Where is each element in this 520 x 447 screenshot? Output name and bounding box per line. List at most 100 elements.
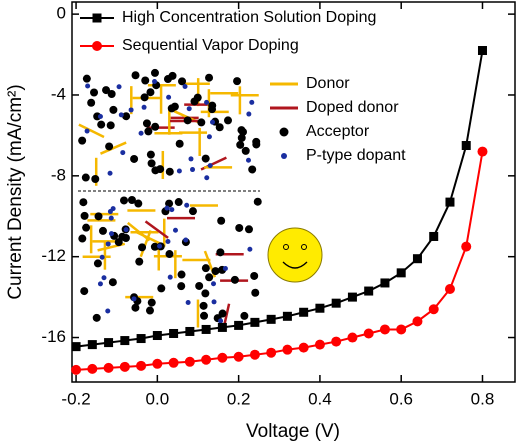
acceptor-dot [183,116,192,125]
dopant-dot [107,170,113,176]
acceptor-dot [165,250,174,259]
dopant-dot [182,84,188,90]
y-tick-label: -8 [51,165,66,184]
acceptor-dot [142,119,151,128]
acceptor-dot [174,198,183,207]
legend-swatch [279,127,289,137]
dopant-dot [207,163,213,169]
acceptor-dot [253,197,262,206]
acceptor-dot [167,104,176,113]
inset-legend-label: Doped donor [306,99,399,116]
marker [201,324,211,334]
x-tick-label: 0.0 [146,389,170,408]
stick [99,141,127,155]
acceptor-dot [131,303,140,312]
dopant-dot [164,205,170,211]
acceptor-dot [127,196,136,205]
dopant-dot [204,175,210,181]
plot-frame [71,1,516,383]
dopant-dot [101,275,107,281]
x-tick-label: 0.4 [308,389,332,408]
dopant-dot [128,107,134,113]
marker [234,320,244,330]
marker [87,363,98,374]
dopant-dot [184,202,190,208]
y-axis-label: Current Density (mA/cm²) [5,84,26,299]
x-tick-label: 0.2 [227,389,251,408]
dopant-dot [218,318,224,324]
acceptor-dot [199,301,208,310]
dopant-dot [152,78,158,84]
marker [379,324,390,335]
dopant-dot [246,111,252,117]
marker [184,356,195,367]
marker [136,360,147,371]
acceptor-dot [233,77,242,86]
marker [266,314,276,324]
dopant-dot [107,209,113,215]
marker [152,331,162,341]
marker [347,332,358,343]
marker [136,334,146,344]
dopant-dot [131,296,137,302]
acceptor-dot [121,234,130,243]
dopant-dot [84,128,90,134]
acceptor-dot [145,306,154,315]
acceptor-dot [93,259,102,268]
acceptor-dot [141,76,150,85]
marker [412,316,423,327]
x-tick-label: 0.8 [471,389,495,408]
dopant-dot [245,157,251,163]
marker [461,141,471,151]
dopant-dot [166,94,172,100]
dopant-dot [211,299,217,305]
acceptor-dot [140,93,149,102]
acceptor-dot [217,216,226,225]
dopant-dot [108,231,114,237]
acceptor-dot [235,223,244,232]
legend-swatch [281,153,287,159]
x-axis-label: Voltage (V) [246,421,340,442]
acceptor-dot [151,166,160,175]
acceptor-dot [237,133,246,142]
dopant-dot [176,168,182,174]
acceptor-dot [108,278,117,287]
marker [250,317,260,327]
acceptor-dot [201,289,210,298]
dopant-dot [157,243,163,249]
dopant-dot [108,215,114,221]
acceptor-dot [252,140,261,149]
dopant-dot [97,281,103,287]
dopant-dot [190,167,196,173]
inset-legend-label: Acceptor [306,123,370,140]
legend-label: Sequential Vapor Doping [122,37,299,54]
marker [396,324,407,335]
acceptor-dot [78,234,87,243]
marker [168,357,179,368]
marker [428,304,439,315]
acceptor-dot [201,154,210,163]
acceptor-dot [175,139,184,148]
acceptor-dot [82,74,91,83]
acceptor-dot [94,212,103,221]
acceptor-dot [79,198,88,207]
acceptor-dot [90,88,99,97]
dopant-dot [99,254,105,260]
acceptor-dot [80,287,89,296]
dopant-dot [204,99,210,105]
acceptor-dot [195,281,204,290]
marker [363,328,374,339]
x-tick-label: 0.6 [389,389,413,408]
smiley [267,227,323,283]
marker [71,342,81,352]
acceptor-dot [248,165,257,174]
acceptor-dot [240,311,249,320]
marker [119,361,130,372]
marker [412,254,422,264]
marker [282,311,292,321]
acceptor-dot [250,271,259,280]
acceptor-dot [177,270,186,279]
acceptor-dot [81,173,90,182]
acceptor-dot [92,313,101,322]
